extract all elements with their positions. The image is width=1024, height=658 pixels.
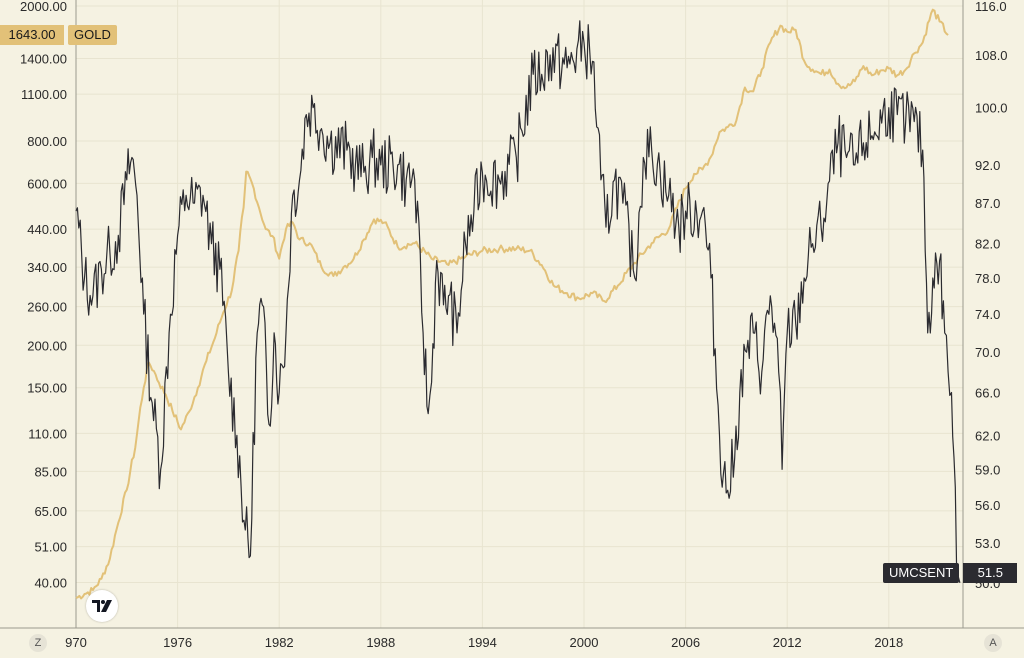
- left-tick-label: 150.00: [27, 381, 67, 396]
- left-tick-label: 2000.00: [20, 0, 67, 14]
- right-tick-label: 59.0: [975, 462, 1000, 477]
- right-tick-label: 78.0: [975, 271, 1000, 286]
- gridlines: [75, 0, 963, 628]
- right-tick-label: 74.0: [975, 307, 1000, 322]
- left-axis-ticks: 2000.00 1400.00 1100.00 800.00 600.00 440.00 3…: [20, 0, 67, 590]
- left-tick-label: 800.00: [27, 134, 67, 149]
- left-tick-label: 260.00: [27, 300, 67, 315]
- zoom-toggle-button[interactable]: Z: [29, 634, 47, 652]
- x-tick-label: 1982: [265, 635, 294, 650]
- left-tick-label: 200.00: [27, 338, 67, 353]
- tradingview-logo[interactable]: [86, 590, 118, 622]
- x-tick-label: 2012: [773, 635, 802, 650]
- left-tick-label: 440.00: [27, 222, 67, 237]
- tradingview-logo-icon: [92, 600, 112, 612]
- auto-scale-label: A: [989, 637, 997, 649]
- right-tick-label: 82.0: [975, 237, 1000, 252]
- auto-scale-button[interactable]: A: [984, 634, 1002, 652]
- x-tick-label: 1976: [163, 635, 192, 650]
- x-tick-label: 1988: [366, 635, 395, 650]
- umcsent-series-line[interactable]: [75, 20, 961, 583]
- right-tick-label: 108.0: [975, 48, 1008, 63]
- left-tick-label: 51.00: [34, 540, 67, 555]
- x-tick-label: 2000: [570, 635, 599, 650]
- gold-last-value: 1643.00: [0, 25, 64, 45]
- right-tick-label: 116.0: [975, 0, 1007, 14]
- left-tick-label: 65.00: [34, 504, 67, 519]
- x-tick-label: 2018: [874, 635, 903, 650]
- right-tick-label: 53.0: [975, 536, 1000, 551]
- series-layer: [75, 8, 961, 600]
- umcsent-last-value-badge: UMCSENT 51.5: [883, 563, 1018, 583]
- right-tick-label: 70.0: [975, 345, 1000, 360]
- x-axis-ticks: 970 1976 1982 1988 1994 2000 2006 2012 2018: [65, 635, 903, 650]
- gold-series-line[interactable]: [75, 8, 949, 600]
- right-tick-label: 56.0: [975, 498, 1000, 513]
- x-tick-label: 970: [65, 635, 87, 650]
- x-tick-label: 1994: [468, 635, 497, 650]
- right-axis-ticks: 116.0 108.0 100.0 92.0 87.0 82.0 78.0 74.0 70.0 6…: [975, 0, 1008, 591]
- axes: [0, 0, 1024, 629]
- umcsent-last-value: 51.5: [963, 563, 1018, 583]
- x-tick-label: 2006: [671, 635, 700, 650]
- left-tick-label: 1100.00: [21, 87, 67, 102]
- right-tick-label: 87.0: [975, 196, 1000, 211]
- left-tick-label: 85.00: [34, 464, 67, 479]
- left-tick-label: 1400.00: [20, 52, 67, 67]
- left-tick-label: 110.00: [28, 426, 67, 441]
- left-tick-label: 40.00: [34, 575, 67, 590]
- right-tick-label: 66.0: [975, 385, 1000, 400]
- umcsent-series-name: UMCSENT: [883, 563, 960, 583]
- right-tick-label: 62.0: [975, 428, 1000, 443]
- left-tick-label: 600.00: [27, 176, 67, 191]
- right-tick-label: 100.0: [975, 101, 1008, 116]
- right-tick-label: 92.0: [975, 158, 1000, 173]
- zoom-toggle-label: Z: [34, 637, 42, 649]
- left-tick-label: 340.00: [27, 260, 67, 275]
- gold-last-value-badge: 1643.00 GOLD: [0, 25, 117, 45]
- gold-series-name: GOLD: [68, 25, 117, 45]
